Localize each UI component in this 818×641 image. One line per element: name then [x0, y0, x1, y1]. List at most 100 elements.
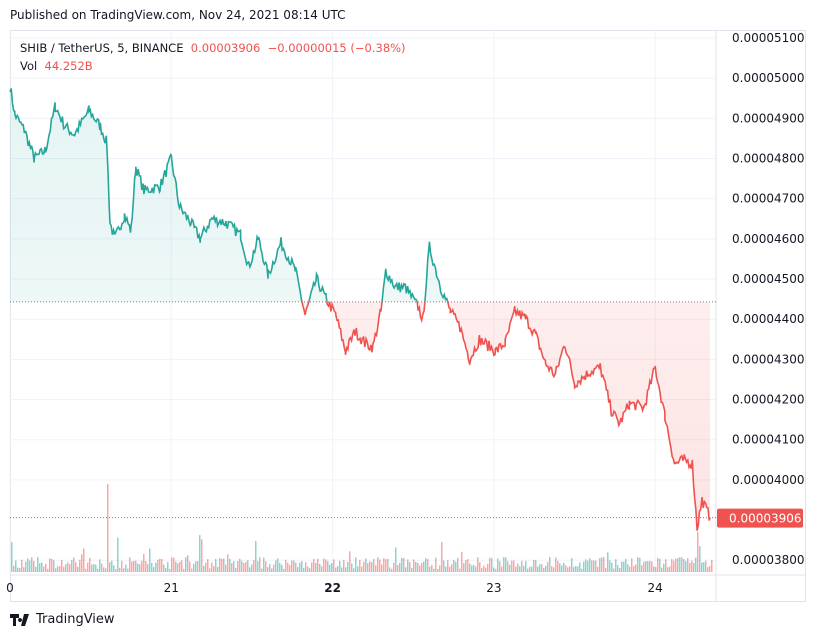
- volume-bar: [413, 559, 415, 572]
- volume-bar: [291, 560, 293, 572]
- volume-bar: [589, 558, 591, 572]
- volume-bar: [267, 567, 269, 572]
- volume-bar: [91, 564, 93, 572]
- volume-bar: [261, 568, 263, 572]
- volume-bar: [375, 565, 377, 572]
- volume-bar: [659, 558, 661, 572]
- volume-bar: [451, 564, 453, 572]
- volume-bar: [139, 564, 141, 572]
- volume-bar: [285, 559, 287, 572]
- volume-bar: [211, 562, 213, 572]
- volume-bar: [593, 560, 595, 572]
- volume-bar: [571, 558, 573, 572]
- volume-bar: [35, 566, 37, 572]
- y-tick-label: 0.00004500: [732, 272, 805, 286]
- volume-bar: [365, 558, 367, 572]
- volume-bar: [621, 561, 623, 572]
- volume-bar: [533, 559, 535, 572]
- volume-bar: [669, 566, 671, 572]
- volume-bar: [595, 560, 597, 572]
- volume-bar: [645, 561, 647, 572]
- volume-bar: [565, 565, 567, 572]
- volume-bar: [219, 557, 221, 572]
- volume-bar: [127, 568, 129, 572]
- volume-bar: [345, 567, 347, 572]
- volume-bar: [623, 561, 625, 572]
- volume-bar: [477, 557, 479, 572]
- volume-bar: [427, 559, 429, 572]
- volume-bar: [241, 560, 243, 572]
- volume-bar: [225, 564, 227, 572]
- volume-bar: [631, 558, 633, 572]
- volume-bar: [271, 568, 273, 572]
- volume-bar: [509, 564, 511, 572]
- volume-bar: [103, 567, 105, 572]
- last-price: 0.00003906: [190, 41, 261, 55]
- volume-bar: [567, 567, 569, 572]
- volume-bar: [89, 557, 91, 572]
- volume-bar: [335, 567, 337, 572]
- y-tick-label: 0.00003800: [732, 553, 805, 567]
- volume-bar: [49, 558, 51, 572]
- symbol-label[interactable]: SHIB / TetherUS, 5, BINANCE: [20, 41, 184, 55]
- volume-bar: [175, 561, 177, 572]
- volume-bar: [239, 558, 241, 572]
- volume-bar: [449, 566, 451, 572]
- volume-bar: [639, 557, 641, 572]
- volume-bar: [691, 560, 693, 572]
- volume-bar: [57, 566, 59, 572]
- volume-bar: [479, 562, 481, 572]
- volume-bar: [671, 559, 673, 572]
- volume-bar: [517, 563, 519, 572]
- volume-bar: [173, 557, 175, 572]
- volume-bar: [319, 564, 321, 572]
- volume-bar: [487, 563, 489, 572]
- volume-bar: [555, 557, 557, 572]
- volume-bar: [557, 560, 559, 572]
- volume-bar: [699, 546, 701, 572]
- volume-bar: [79, 559, 81, 572]
- volume-bar: [689, 562, 691, 572]
- tradingview-logo[interactable]: TradingView: [10, 612, 115, 627]
- volume-bar: [423, 561, 425, 572]
- volume-bar: [17, 567, 19, 572]
- volume-bar: [569, 566, 571, 572]
- volume-bar: [415, 561, 417, 572]
- volume-bar: [123, 568, 125, 572]
- volume-bar: [693, 562, 695, 572]
- tradingview-logo-icon: [10, 613, 29, 626]
- volume-bar: [459, 568, 461, 572]
- volume-bar: [205, 562, 207, 572]
- volume-bar: [625, 558, 627, 572]
- volume-bar: [663, 563, 665, 572]
- volume-bar: [313, 558, 315, 572]
- volume-bar: [169, 568, 171, 572]
- volume-bar: [247, 560, 249, 572]
- volume-bar: [187, 555, 189, 572]
- volume-bar: [363, 561, 365, 572]
- volume-bar: [143, 553, 145, 572]
- volume-bar: [653, 566, 655, 572]
- volume-bar: [419, 565, 421, 572]
- volume-bar: [183, 568, 185, 572]
- volume-bar: [703, 562, 705, 572]
- volume-bar: [519, 566, 521, 572]
- volume-bar: [503, 557, 505, 572]
- volume-bar: [507, 561, 509, 572]
- volume-bar: [481, 568, 483, 572]
- volume-bar: [445, 566, 447, 572]
- volume-bar: [385, 559, 387, 572]
- volume-bar: [237, 561, 239, 572]
- volume-bar: [257, 561, 259, 572]
- volume-bar: [439, 565, 441, 572]
- volume-bar: [603, 557, 605, 572]
- volume-bar: [455, 561, 457, 572]
- volume-bar: [397, 565, 399, 572]
- volume-bar: [253, 560, 255, 572]
- volume-bar: [315, 562, 317, 572]
- volume-bar: [95, 564, 97, 572]
- volume-bar: [149, 548, 151, 572]
- volume-bar: [301, 561, 303, 572]
- volume-bar: [197, 561, 199, 572]
